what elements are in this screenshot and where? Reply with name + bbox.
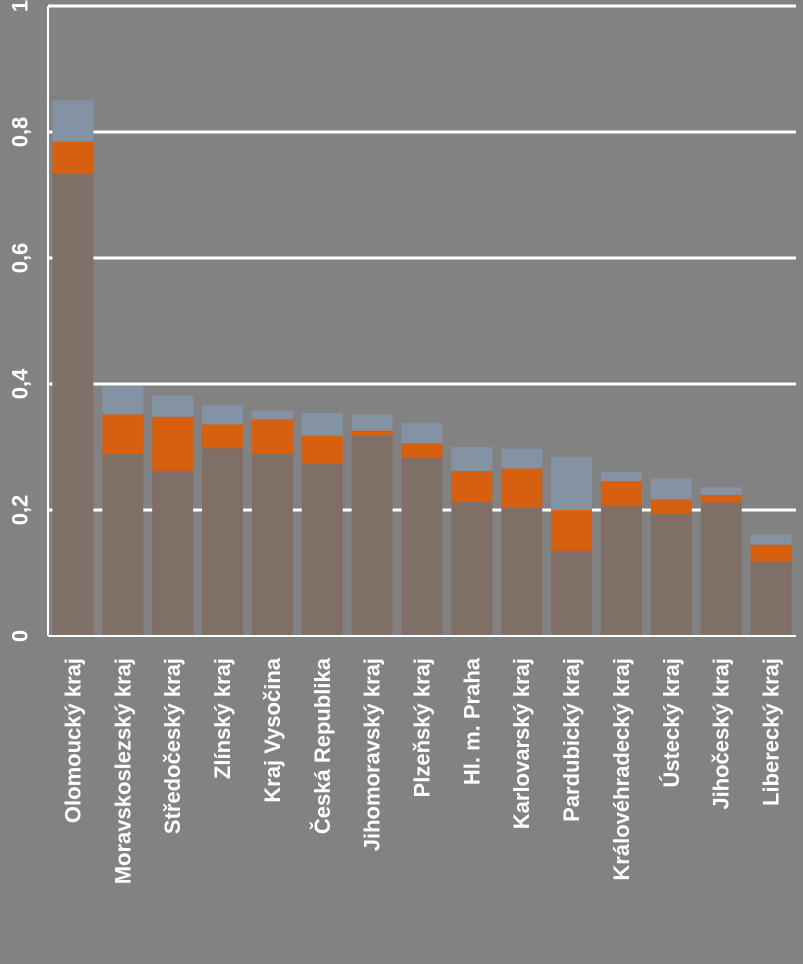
bar-segment-2 — [451, 470, 493, 502]
bar-segment-3 — [351, 414, 393, 431]
bar-segment-1 — [451, 501, 493, 636]
bar-segment-1 — [501, 507, 543, 636]
bar-segment-2 — [351, 430, 393, 436]
y-tick-labels: 0 0,2 0,4 0,6 0,8 1 — [8, 0, 33, 642]
bar-segment-1 — [202, 448, 244, 636]
x-tick-label: Kraj Vysočina — [260, 657, 285, 802]
x-tick-label: Zlínský kraj — [210, 658, 235, 779]
bar-segment-2 — [650, 499, 692, 514]
x-tick-label: Jihočeský kraj — [709, 658, 734, 810]
x-tick-label: Ústecký kraj — [659, 658, 684, 788]
bar-segment-1 — [600, 506, 642, 636]
bar-segment-1 — [152, 470, 194, 636]
x-tick-label: Plzeňský kraj — [410, 658, 435, 797]
bar-segment-3 — [52, 100, 94, 142]
x-tick-label: Hl. m. Praha — [459, 657, 484, 785]
bar-segment-3 — [700, 487, 742, 495]
x-tick-label: Pardubický kraj — [559, 658, 584, 822]
bar-segment-2 — [202, 424, 244, 449]
bar-segment-3 — [401, 423, 443, 444]
bar-segment-2 — [750, 544, 792, 562]
bar-segment-2 — [301, 435, 343, 464]
y-tick-label: 0,2 — [8, 495, 33, 526]
bar-segment-3 — [551, 457, 593, 510]
bar-segment-1 — [52, 173, 94, 636]
bar-segment-1 — [650, 513, 692, 636]
y-tick-label: 0,4 — [8, 368, 33, 399]
bar-segment-3 — [102, 385, 144, 415]
y-tick-label: 0,8 — [8, 117, 33, 148]
y-tick-label: 0 — [8, 630, 33, 642]
bar-segment-3 — [152, 395, 194, 417]
bar-segment-1 — [301, 463, 343, 636]
bar-segment-3 — [251, 410, 293, 420]
bar-segment-1 — [251, 453, 293, 636]
bar-segment-3 — [750, 534, 792, 545]
bar-segment-1 — [401, 457, 443, 636]
bar-segment-3 — [451, 447, 493, 471]
bar-segment-3 — [202, 405, 244, 425]
x-tick-label: Česká Republika — [310, 657, 335, 834]
bar-segment-3 — [301, 412, 343, 436]
bar-segment-1 — [351, 435, 393, 636]
bar-segment-2 — [251, 419, 293, 454]
bars — [52, 100, 792, 636]
axes — [47, 6, 796, 637]
x-tick-label: Moravskoslezský kraj — [110, 658, 135, 884]
x-tick-label: Jihomoravský kraj — [360, 658, 385, 851]
y-tick-label: 1 — [8, 0, 33, 12]
bar-segment-2 — [52, 141, 94, 174]
bar-segment-1 — [700, 502, 742, 636]
bar-segment-2 — [501, 468, 543, 508]
bar-segment-2 — [102, 414, 144, 454]
bar-segment-3 — [501, 448, 543, 469]
y-tick-label: 0,6 — [8, 243, 33, 274]
bar-segment-1 — [102, 453, 144, 636]
bar-segment-2 — [551, 510, 593, 551]
bar-segment-1 — [750, 561, 792, 636]
bar-segment-2 — [700, 494, 742, 503]
x-tick-label: Karlovarský kraj — [509, 658, 534, 829]
x-tick-label: Středočeský kraj — [160, 658, 185, 834]
x-tick-label: Královéhradecký kraj — [609, 658, 634, 881]
x-tick-labels: Olomoucký kraj Moravskoslezský kraj Středo… — [60, 657, 783, 884]
x-tick-label: Olomoucký kraj — [60, 658, 85, 823]
bar-segment-3 — [600, 472, 642, 482]
x-tick-label: Liberecký kraj — [759, 658, 784, 806]
bar-segment-2 — [600, 481, 642, 507]
bar-segment-2 — [152, 416, 194, 471]
bar-segment-3 — [650, 478, 692, 500]
bar-segment-1 — [551, 550, 593, 636]
bar-segment-2 — [401, 443, 443, 458]
